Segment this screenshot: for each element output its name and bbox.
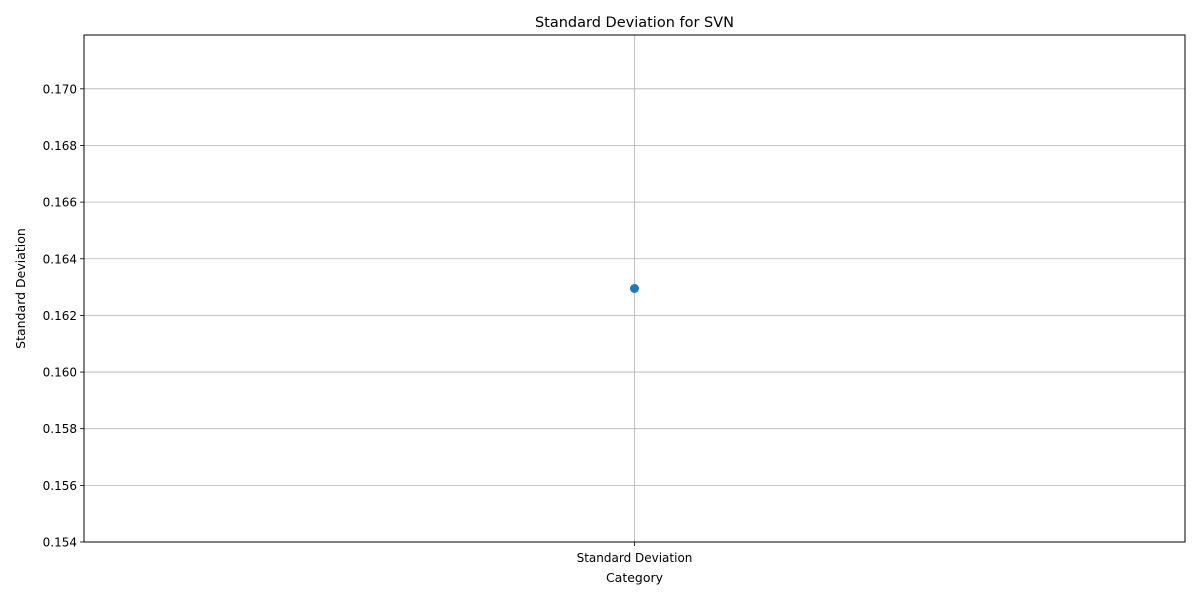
y-tick-label: 0.158 [43, 422, 77, 436]
y-tick-label: 0.170 [43, 82, 77, 96]
plot-frame [83, 34, 1186, 543]
y-tick-label: 0.168 [43, 139, 77, 153]
y-tick-label: 0.166 [43, 196, 77, 210]
x-axis-title: Category [606, 570, 664, 585]
y-tick-label: 0.162 [43, 309, 77, 323]
data-point [630, 284, 639, 293]
grid [84, 35, 1185, 543]
y-tick-label: 0.160 [43, 366, 77, 380]
y-tick-label: 0.154 [43, 536, 77, 550]
y-axis-title: Standard Deviation [13, 228, 28, 349]
x-tick-label: Standard Deviation [577, 551, 693, 565]
axis-ticks: 0.154 0.156 0.158 0.160 0.162 0.164 0.166 0.168… [43, 82, 693, 565]
y-tick-label: 0.156 [43, 479, 77, 493]
chart-title: Standard Deviation for SVN [535, 15, 734, 31]
y-tick-label: 0.164 [43, 252, 77, 266]
data-points [630, 284, 639, 293]
